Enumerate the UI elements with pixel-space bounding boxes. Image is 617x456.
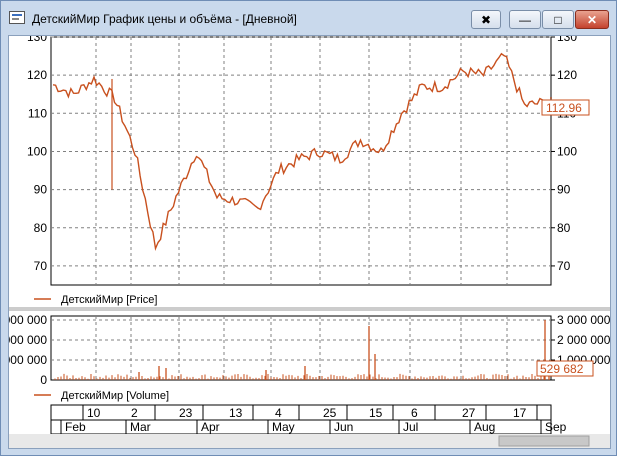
close-button[interactable]: ✕	[575, 10, 609, 29]
month-label: Feb	[65, 420, 86, 434]
volume-legend: ДетскийМир [Volume]	[61, 390, 169, 402]
volume-left-tick: 1 000 000	[9, 353, 47, 367]
day-axis-labels: 10 2 23 13 4 25 15 6 27 17	[82, 405, 538, 420]
day-label: 10	[87, 406, 101, 420]
chart-window-icon	[9, 11, 25, 24]
maximize-icon: □	[554, 12, 562, 27]
day-label: 4	[275, 406, 282, 420]
price-left-tick: 120	[27, 68, 47, 82]
volume-left-tick: 2 000 000	[9, 333, 47, 347]
day-axis	[50, 404, 552, 421]
price-plot-frame	[50, 36, 552, 286]
day-label: 13	[229, 406, 243, 420]
day-label: 23	[179, 406, 193, 420]
minimize-button[interactable]: —	[509, 10, 541, 29]
month-label: Jun	[334, 420, 353, 434]
price-right-tick: 70	[557, 259, 571, 273]
day-label: 6	[411, 406, 418, 420]
title-bar[interactable]: ДетскийМир График цены и объёма - [Дневн…	[1, 1, 616, 35]
window-title: ДетскийМир График цены и объёма - [Дневн…	[32, 12, 297, 26]
price-left-tick: 100	[27, 144, 47, 158]
price-left-tick: 130	[27, 36, 47, 44]
volume-left-tick: 0	[40, 373, 47, 387]
volume-right-tick: 2 000 000	[557, 333, 610, 347]
price-right-tick: 100	[557, 144, 577, 158]
volume-last-value-box	[536, 360, 594, 377]
price-right-tick: 90	[557, 183, 571, 197]
volume-left-tick: 3 000 000	[9, 313, 47, 327]
minimize-icon: —	[519, 12, 531, 27]
day-label: 2	[131, 406, 138, 420]
grid-x-icon: ✖	[480, 12, 492, 27]
month-axis-labels: Feb Mar Apr May Jun Jul Aug Sep	[60, 420, 567, 434]
month-label: May	[272, 420, 295, 434]
price-left-axis: 130 120 110 100 90 80 70	[27, 36, 47, 273]
volume-last-value: 529 682	[540, 362, 584, 376]
maximize-button[interactable]: □	[542, 10, 574, 29]
price-left-tick: 80	[34, 221, 48, 235]
close-icon: ✕	[586, 12, 598, 27]
price-right-tick: 130	[557, 36, 577, 44]
scrollbar-thumb[interactable]	[498, 435, 590, 447]
horizontal-scrollbar[interactable]	[9, 434, 610, 448]
price-grid	[51, 36, 551, 285]
price-right-tick: 120	[557, 68, 577, 82]
price-left-tick: 70	[34, 259, 48, 273]
volume-bars	[54, 320, 550, 380]
day-label: 15	[369, 406, 383, 420]
price-left-tick: 90	[34, 183, 48, 197]
month-label: Mar	[130, 420, 151, 434]
link-toggle-button[interactable]: ✖	[471, 10, 501, 29]
price-series-line	[52, 52, 550, 252]
month-label: Apr	[201, 420, 220, 434]
volume-left-axis: 3 000 000 2 000 000 1 000 000 0	[9, 313, 47, 387]
price-last-value: 112.96	[546, 101, 582, 115]
month-label: Aug	[474, 420, 495, 434]
month-label: Jul	[403, 420, 418, 434]
day-label: 27	[462, 406, 476, 420]
volume-plot-frame	[50, 315, 552, 381]
price-left-tick: 110	[28, 106, 47, 120]
volume-right-tick: 3 000 000	[557, 313, 610, 327]
month-label: Sep	[545, 420, 567, 434]
day-label: 17	[513, 406, 527, 420]
price-legend: ДетскийМир [Price]	[61, 294, 157, 306]
price-last-value-box	[541, 99, 590, 116]
day-label: 25	[323, 406, 337, 420]
price-right-tick: 80	[557, 221, 571, 235]
